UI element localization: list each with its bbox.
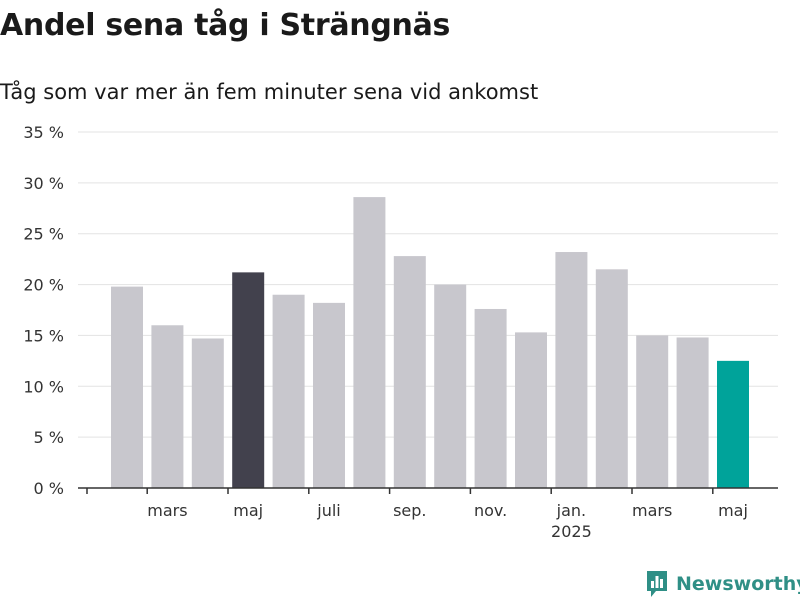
bar	[717, 360, 749, 488]
bar	[636, 335, 669, 488]
bar	[313, 302, 345, 488]
x-tick-label: maj	[718, 501, 748, 520]
axes: 0 % 5 % 10 % 15 % 20 % 25 % 30 % 35 % mars maj jul…	[23, 123, 778, 541]
x-tick-label: jan.	[556, 501, 586, 520]
x-tick-label: maj	[233, 501, 263, 520]
y-tick-label: 30 %	[23, 174, 64, 193]
bar-chart-logo-icon	[647, 571, 667, 597]
brand-name: Newsworthy	[676, 573, 800, 595]
y-tick-label: 0 %	[34, 479, 64, 498]
bar	[474, 308, 507, 488]
chart-subtitle: Tåg som var mer än fem minuter sena vid …	[0, 80, 539, 104]
bars	[111, 197, 749, 488]
x-tick-label: juli	[316, 501, 340, 520]
bar	[111, 286, 143, 488]
x-tick-year-label: 2025	[551, 522, 592, 541]
bar	[272, 294, 305, 488]
bar	[555, 252, 588, 488]
bar	[434, 284, 467, 488]
y-tick-label: 25 %	[23, 225, 64, 244]
bar	[151, 325, 184, 488]
bar-chart: 0 % 5 % 10 % 15 % 20 % 25 % 30 % 35 % mars maj jul…	[23, 123, 778, 541]
x-tick-label: sep.	[393, 501, 426, 520]
x-tick-label: mars	[147, 501, 187, 520]
x-tick-label: nov.	[474, 501, 507, 520]
y-tick-label: 5 %	[34, 428, 64, 447]
bar	[232, 272, 265, 488]
bar	[353, 197, 386, 488]
newsworthy-logo: Newsworthy	[645, 569, 800, 599]
bar	[191, 338, 224, 488]
x-tick-label: mars	[632, 501, 672, 520]
y-tick-label: 20 %	[23, 276, 64, 295]
bar	[515, 332, 547, 488]
y-tick-label: 10 %	[23, 377, 64, 396]
chart-title: Andel sena tåg i Strängnäs	[0, 8, 451, 43]
bar	[676, 337, 709, 488]
y-tick-label: 15 %	[23, 326, 64, 345]
y-tick-label: 35 %	[23, 123, 64, 142]
bar	[595, 269, 628, 488]
bar	[393, 256, 426, 488]
